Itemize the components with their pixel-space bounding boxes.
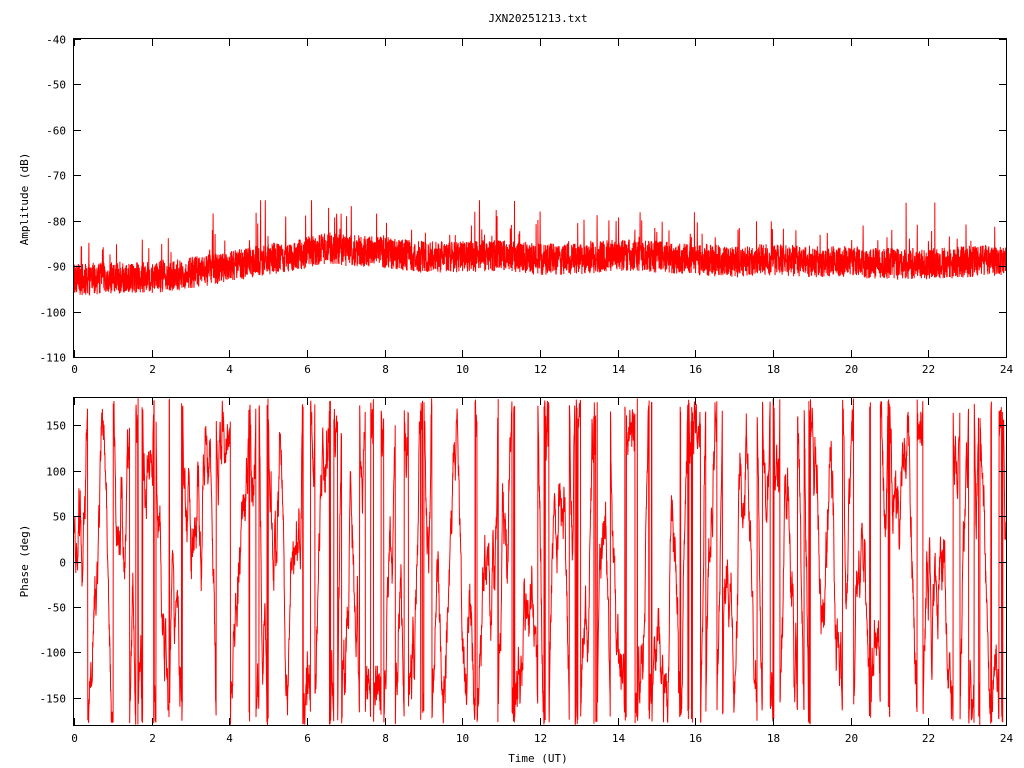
amplitude-ytick-label: -100 <box>40 307 67 320</box>
amplitude-xtick-label: 0 <box>71 363 78 376</box>
chart-title: JXN20251213.txt <box>488 12 587 25</box>
amplitude-xtick-label: 8 <box>382 363 389 376</box>
amplitude-ytick-label: -50 <box>46 79 66 92</box>
amplitude-ytick-label: -90 <box>46 261 66 274</box>
phase-ytick-label: 100 <box>46 466 66 479</box>
phase-xtick-label: 20 <box>845 732 858 745</box>
amplitude-ytick-label: -110 <box>40 352 67 365</box>
phase-ytick-label: -150 <box>40 693 67 706</box>
amplitude-series-line <box>73 200 1007 297</box>
phase-xtick-label: 16 <box>689 732 702 745</box>
amplitude-x-ticks: 0 2 4 6 8 10 12 14 16 18 20 22 24 <box>71 39 1013 376</box>
amplitude-y-axis-label: Amplitude (dB) <box>18 153 31 246</box>
phase-ytick-label: 50 <box>53 511 66 524</box>
x-axis-label: Time (UT) <box>508 752 568 765</box>
amplitude-ytick-label: -70 <box>46 170 66 183</box>
phase-xtick-label: 18 <box>767 732 780 745</box>
phase-ytick-label: -50 <box>46 602 66 615</box>
amplitude-xtick-label: 12 <box>534 363 547 376</box>
amplitude-xtick-label: 22 <box>922 363 935 376</box>
amplitude-ytick-label: -80 <box>46 216 66 229</box>
amplitude-xtick-label: 6 <box>304 363 311 376</box>
phase-ytick-label: 150 <box>46 420 66 433</box>
phase-xtick-label: 6 <box>304 732 311 745</box>
phase-xtick-label: 14 <box>612 732 626 745</box>
phase-series-line <box>74 398 1006 725</box>
amplitude-xtick-label: 14 <box>612 363 626 376</box>
phase-xtick-label: 4 <box>226 732 233 745</box>
phase-y-ticks: 150 100 50 0 -50 -100 -150 <box>40 420 1006 706</box>
phase-xtick-label: 0 <box>71 732 78 745</box>
phase-plot-frame <box>73 397 1007 726</box>
phase-y-axis-label: Phase (deg) <box>18 525 31 598</box>
phase-ytick-label: 0 <box>59 557 66 570</box>
amplitude-xtick-label: 18 <box>767 363 780 376</box>
amplitude-panel: -40-50-60-70-80-90-100-110 0 2 4 6 8 10 12 14 16… <box>18 34 1013 377</box>
phase-xtick-label: 24 <box>1000 732 1014 745</box>
amplitude-trace <box>73 200 1007 297</box>
amplitude-xtick-label: 2 <box>149 363 156 376</box>
amplitude-xtick-label: 10 <box>456 363 469 376</box>
phase-xtick-label: 2 <box>149 732 156 745</box>
phase-xtick-label: 12 <box>534 732 547 745</box>
amplitude-xtick-label: 4 <box>226 363 233 376</box>
amplitude-xtick-label: 16 <box>689 363 702 376</box>
amplitude-xtick-label: 24 <box>1000 363 1014 376</box>
phase-xtick-label: 10 <box>456 732 469 745</box>
amplitude-y-ticks: -40 -50 -60 -70 -80 -90 -100 -110 <box>40 34 1006 365</box>
phase-trace <box>74 398 1006 725</box>
phase-ytick-label: -100 <box>40 647 67 660</box>
phase-x-ticks: 0 2 4 6 8 10 12 14 16 18 20 22 24 <box>71 398 1013 745</box>
phase-xtick-label: 22 <box>922 732 935 745</box>
amplitude-plot-frame <box>73 38 1007 358</box>
amplitude-ytick-label: -40 <box>46 34 66 47</box>
phase-xtick-label: 8 <box>382 732 389 745</box>
amplitude-ytick-label: -60 <box>46 125 66 138</box>
amplitude-xtick-label: 20 <box>845 363 858 376</box>
